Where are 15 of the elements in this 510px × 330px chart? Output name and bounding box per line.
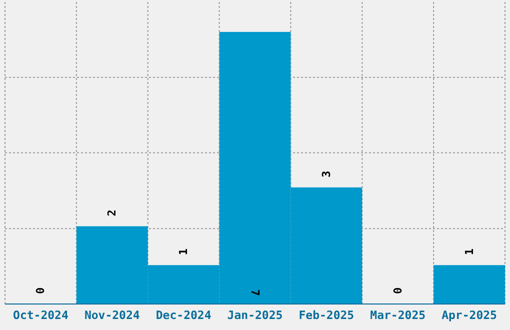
data-label: 7 bbox=[248, 289, 262, 296]
x-tick-label: Jan-2025 bbox=[227, 308, 283, 322]
x-tick-label: Feb-2025 bbox=[298, 308, 354, 322]
data-label: 1 bbox=[462, 248, 476, 256]
x-tick-label: Oct-2024 bbox=[13, 308, 68, 322]
x-tick-label: Apr-2025 bbox=[442, 308, 498, 322]
data-label: 2 bbox=[106, 210, 119, 216]
data-label: 0 bbox=[391, 287, 404, 294]
x-tick-label: Dec-2024 bbox=[156, 308, 212, 322]
data-label: 1 bbox=[177, 248, 190, 256]
x-tick-label: Mar-2025 bbox=[370, 308, 426, 322]
data-label: 3 bbox=[320, 170, 333, 178]
data-label: 0 bbox=[34, 287, 48, 294]
x-tick-label: Nov-2024 bbox=[84, 308, 140, 322]
bar bbox=[434, 265, 505, 304]
